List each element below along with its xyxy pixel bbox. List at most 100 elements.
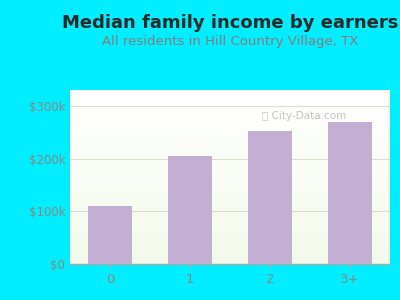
Bar	[70, 190, 390, 191]
Bar	[70, 181, 390, 182]
Bar	[70, 219, 390, 220]
Bar	[70, 97, 390, 98]
Bar	[70, 251, 390, 252]
Bar	[70, 164, 390, 165]
Bar	[70, 111, 390, 112]
Bar	[70, 241, 390, 242]
Bar	[70, 110, 390, 111]
Bar	[70, 197, 390, 198]
Bar	[70, 237, 390, 238]
Bar	[70, 211, 390, 212]
Bar	[70, 213, 390, 214]
Bar	[70, 161, 390, 162]
Bar	[70, 122, 390, 124]
Bar	[70, 141, 390, 142]
Bar	[70, 215, 390, 216]
Bar	[70, 183, 390, 184]
Bar	[70, 248, 390, 249]
Bar	[70, 206, 390, 207]
Bar	[70, 138, 390, 139]
Bar	[70, 100, 390, 102]
Bar	[70, 182, 390, 183]
Bar	[88, 206, 132, 264]
Bar	[70, 139, 390, 140]
Bar	[70, 91, 390, 92]
Bar	[70, 232, 390, 233]
Bar	[70, 92, 390, 94]
Bar	[70, 200, 390, 201]
Bar	[70, 191, 390, 192]
Bar	[70, 133, 390, 134]
Bar	[70, 109, 390, 110]
Bar	[70, 156, 390, 157]
Bar	[70, 263, 390, 264]
Bar	[70, 113, 390, 114]
Text: All residents in Hill Country Village, TX: All residents in Hill Country Village, T…	[102, 34, 358, 47]
Bar	[70, 168, 390, 169]
Bar	[70, 214, 390, 215]
Bar	[70, 117, 390, 118]
Bar	[70, 127, 390, 128]
Bar	[70, 216, 390, 217]
Bar	[70, 218, 390, 219]
Bar	[70, 130, 390, 132]
Bar	[70, 229, 390, 230]
Bar	[70, 135, 390, 136]
Bar	[70, 226, 390, 227]
Bar	[70, 207, 390, 208]
Bar	[70, 172, 390, 173]
Bar	[70, 132, 390, 133]
Bar	[70, 198, 390, 199]
Bar	[70, 114, 390, 116]
Bar	[70, 112, 390, 113]
Bar	[70, 129, 390, 130]
Bar	[70, 104, 390, 105]
Bar	[70, 224, 390, 225]
Bar	[70, 103, 390, 104]
Bar	[70, 178, 390, 179]
Bar	[70, 242, 390, 243]
Bar	[70, 201, 390, 202]
Bar	[70, 255, 390, 256]
Bar	[70, 258, 390, 260]
Bar	[70, 157, 390, 158]
Bar	[70, 199, 390, 200]
Bar	[70, 230, 390, 232]
Bar	[70, 152, 390, 153]
Bar	[70, 209, 390, 211]
Bar	[70, 257, 390, 258]
Bar	[70, 176, 390, 177]
Bar	[70, 99, 390, 101]
Bar	[70, 252, 390, 253]
Bar	[70, 149, 390, 150]
Text: ⓘ City-Data.com: ⓘ City-Data.com	[262, 111, 346, 121]
Bar	[70, 171, 390, 172]
Bar	[70, 154, 390, 155]
Bar	[70, 192, 390, 193]
Bar	[70, 146, 390, 147]
Bar	[70, 196, 390, 197]
Bar	[70, 220, 390, 221]
Bar	[70, 186, 390, 188]
Bar	[70, 153, 390, 154]
Bar	[70, 254, 390, 255]
Bar	[70, 228, 390, 229]
Bar	[70, 124, 390, 125]
Bar	[70, 150, 390, 152]
Bar	[70, 235, 390, 236]
Bar	[70, 222, 390, 224]
Bar	[70, 118, 390, 119]
Bar	[70, 119, 390, 120]
Bar	[70, 160, 390, 161]
Bar	[70, 163, 390, 164]
Bar	[70, 107, 390, 109]
Bar	[70, 175, 390, 176]
Bar	[70, 134, 390, 135]
Bar	[70, 243, 390, 244]
Bar	[70, 145, 390, 146]
Bar	[70, 162, 390, 163]
Bar	[70, 184, 390, 185]
Bar	[70, 136, 390, 138]
Bar	[70, 126, 390, 127]
Bar	[70, 236, 390, 237]
